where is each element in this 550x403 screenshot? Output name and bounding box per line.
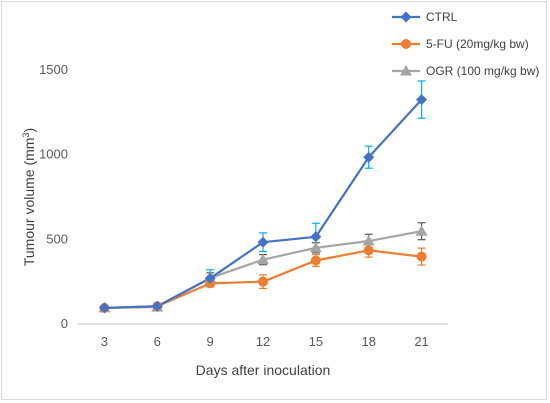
legend-label-ctrl: CTRL (426, 10, 458, 24)
x-axis-title: Days after inoculation (196, 362, 331, 378)
legend: CTRL 5-FU (20mg/kg bw) OGR (100 mg/kg bw) (392, 10, 539, 78)
data-point-ctrl (257, 236, 269, 248)
x-tick-label: 3 (101, 334, 108, 349)
y-tick-label: 500 (46, 231, 68, 246)
data-point-5-fu-20mg-kg-bw (363, 245, 374, 256)
y-axis-title-main: Tumour volume (mm (21, 138, 37, 267)
data-point-ctrl (151, 300, 163, 312)
legend-marker-ctrl (400, 11, 412, 23)
data-point-ogr-100-mg-kg-bw (309, 241, 322, 253)
y-tick-label: 1000 (39, 147, 68, 162)
x-tick-label: 21 (414, 334, 428, 349)
data-point-ogr-100-mg-kg-bw (257, 253, 269, 265)
error-bars (100, 80, 426, 310)
data-point-ctrl (416, 94, 428, 106)
y-axis-title: Tumour volume (mm3) (21, 128, 37, 266)
data-point-ctrl (98, 302, 110, 314)
x-tick-label: 15 (309, 334, 323, 349)
x-tick-label: 6 (154, 334, 161, 349)
y-axis-title-superscript: 3 (21, 133, 31, 138)
data-point-ctrl (363, 151, 375, 163)
data-point-5-fu-20mg-kg-bw (258, 276, 268, 287)
data-point-ctrl (310, 231, 322, 243)
y-tick-label: 0 (61, 316, 68, 331)
data-point-ctrl (204, 272, 216, 284)
data-point-ogr-100-mg-kg-bw (362, 235, 375, 246)
data-point-ogr-100-mg-kg-bw (415, 225, 428, 236)
x-tick-label: 18 (361, 334, 375, 349)
axes: 0 500 1000 1500 3 6 9 12 15 18 21 (39, 62, 448, 349)
legend-label-ogr-100-mg-kg-bw: OGR (100 mg/kg bw) (426, 64, 539, 78)
legend-marker-ogr-100-mg-kg-bw (400, 65, 412, 76)
legend-marker-5-fu-20mg-kg-bw (401, 39, 411, 49)
x-tick-label: 12 (256, 334, 270, 349)
y-tick-label: 1500 (39, 62, 68, 77)
data-point-5-fu-20mg-kg-bw (416, 251, 427, 262)
series-markers (98, 94, 428, 314)
legend-label-5-fu-20mg-kg-bw: 5-FU (20mg/kg bw) (426, 37, 529, 51)
x-tick-label: 9 (207, 334, 214, 349)
data-point-5-fu-20mg-kg-bw (310, 255, 321, 266)
y-axis-title-close: ) (21, 128, 37, 133)
